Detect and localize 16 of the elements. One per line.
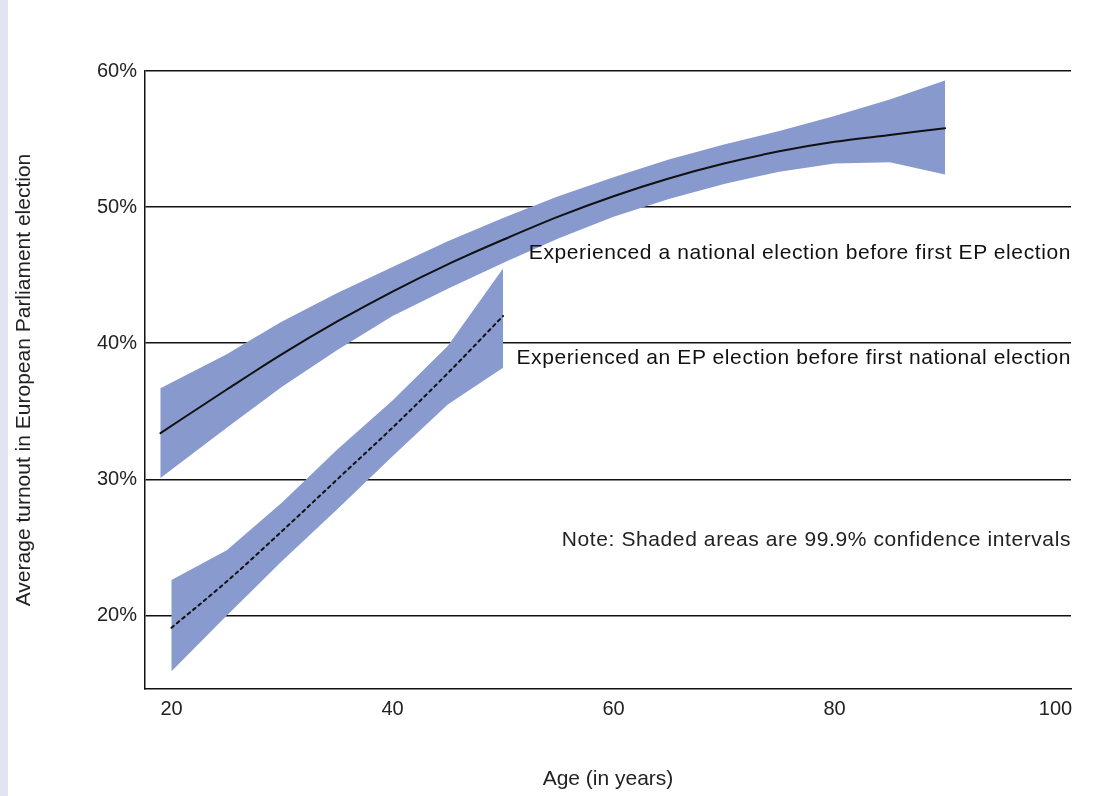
x-tick-label: 60 — [602, 696, 625, 719]
y-tick-label: 60% — [96, 58, 138, 81]
series-label: Experienced an EP election before first national election — [516, 344, 1071, 368]
y-tick-label: 30% — [96, 466, 138, 489]
y-axis-title: Average turnout in European Parliament election — [11, 153, 35, 607]
y-tick-label: 20% — [96, 603, 138, 626]
line-series — [170, 315, 505, 629]
y-tick-label: 40% — [96, 330, 138, 353]
x-tick-label: 80 — [823, 696, 846, 719]
x-tick-label: 40 — [381, 696, 404, 719]
annotation: Note: Shaded areas are 99.9% confidence intervals — [561, 527, 1071, 551]
y-tick-label: 50% — [96, 194, 138, 217]
x-tick-label: 20 — [160, 696, 183, 719]
series-label: Experienced a national election before first EP election — [528, 239, 1071, 263]
x-axis-title: Age (in years) — [542, 766, 674, 790]
x-tick-label: 100 — [1038, 696, 1073, 719]
